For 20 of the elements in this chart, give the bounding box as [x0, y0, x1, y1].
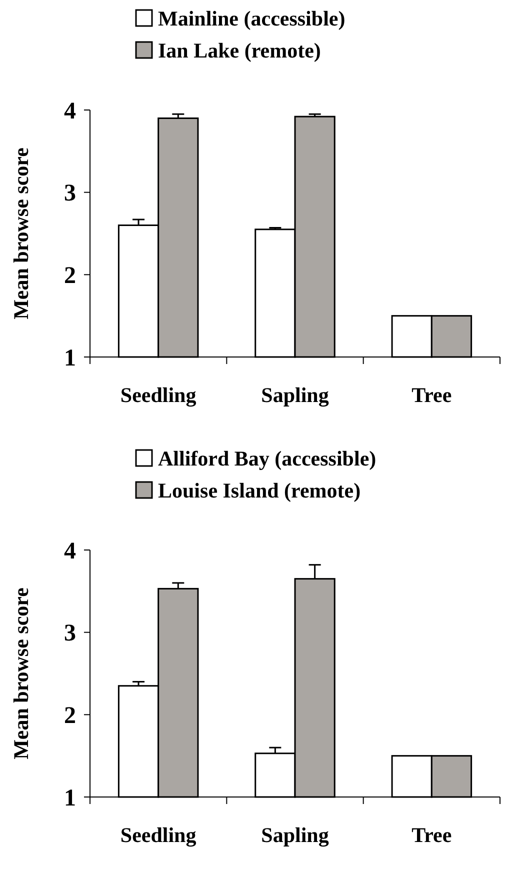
y-tick-label: 1	[64, 785, 76, 812]
y-axis-title: Mean browse score	[9, 588, 33, 760]
y-axis-title: Mean browse score	[9, 148, 33, 320]
x-tick-label: Tree	[412, 823, 452, 847]
x-tick-label: Sapling	[261, 383, 330, 407]
legend-label: Alliford Bay (accessible)	[158, 446, 376, 470]
legend-label: Ian Lake (remote)	[158, 38, 321, 62]
x-tick-label: Seedling	[120, 383, 197, 407]
x-tick-label: Sapling	[261, 823, 330, 847]
y-tick-label: 3	[64, 180, 76, 207]
legend-label: Louise Island (remote)	[158, 478, 361, 502]
x-tick-label: Tree	[412, 383, 452, 407]
y-tick-label: 3	[64, 620, 76, 647]
y-tick-label: 2	[64, 703, 76, 730]
legend-label: Mainline (accessible)	[158, 6, 346, 30]
y-tick-label: 1	[64, 345, 76, 372]
y-tick-label: 2	[64, 263, 76, 290]
y-tick-label: 4	[64, 98, 76, 124]
x-tick-label: Seedling	[120, 823, 197, 847]
y-tick-label: 4	[64, 538, 76, 564]
